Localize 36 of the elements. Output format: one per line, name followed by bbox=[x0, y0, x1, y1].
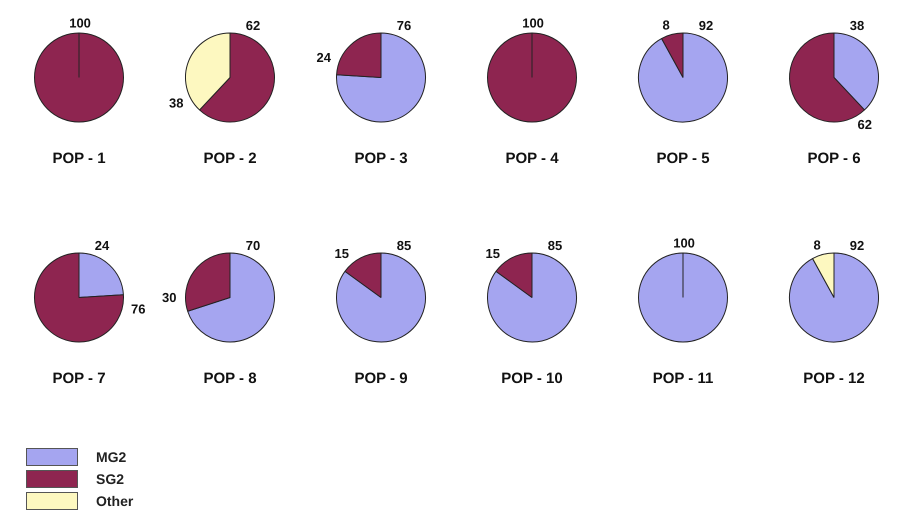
data-label: 24 bbox=[94, 238, 110, 253]
data-label: 38 bbox=[169, 96, 184, 111]
data-label: 100 bbox=[69, 16, 91, 31]
text: POP - 11 bbox=[652, 370, 714, 387]
data-label: 100 bbox=[522, 16, 544, 31]
data-label: 30 bbox=[162, 290, 177, 305]
text: POP - 9 bbox=[353, 370, 409, 387]
legend-label: SG2 bbox=[96, 471, 124, 487]
text: POP - 8 bbox=[202, 370, 258, 387]
text: POP - 2 bbox=[202, 150, 258, 167]
text: POP - 4 bbox=[504, 150, 560, 167]
data-label: 62 bbox=[246, 18, 260, 33]
text: POP - 5 bbox=[655, 150, 711, 167]
data-label: 62 bbox=[857, 117, 872, 132]
text: POP - 3 bbox=[353, 150, 409, 167]
text: POP - 10 bbox=[500, 370, 564, 387]
legend-label: Other bbox=[96, 493, 134, 509]
data-label: 76 bbox=[131, 302, 146, 317]
text: POP - 6 bbox=[806, 150, 862, 167]
data-label: 85 bbox=[396, 238, 412, 253]
data-label: 8 bbox=[662, 17, 670, 32]
text: POP - 12 bbox=[802, 370, 866, 387]
data-label: 38 bbox=[850, 18, 864, 33]
data-label: 15 bbox=[334, 246, 349, 262]
data-label: 92 bbox=[698, 18, 714, 33]
data-label: 15 bbox=[485, 246, 500, 262]
legend-label: MG2 bbox=[96, 449, 126, 465]
data-label: 85 bbox=[548, 238, 562, 253]
data-label: 24 bbox=[316, 50, 332, 66]
text: POP - 7 bbox=[51, 370, 107, 387]
data-label: 76 bbox=[396, 18, 412, 33]
data-label: 8 bbox=[813, 237, 821, 252]
data-label: 70 bbox=[246, 238, 260, 253]
data-label: 100 bbox=[673, 236, 695, 251]
data-label: 92 bbox=[850, 238, 864, 253]
text: POP - 1 bbox=[51, 150, 107, 167]
